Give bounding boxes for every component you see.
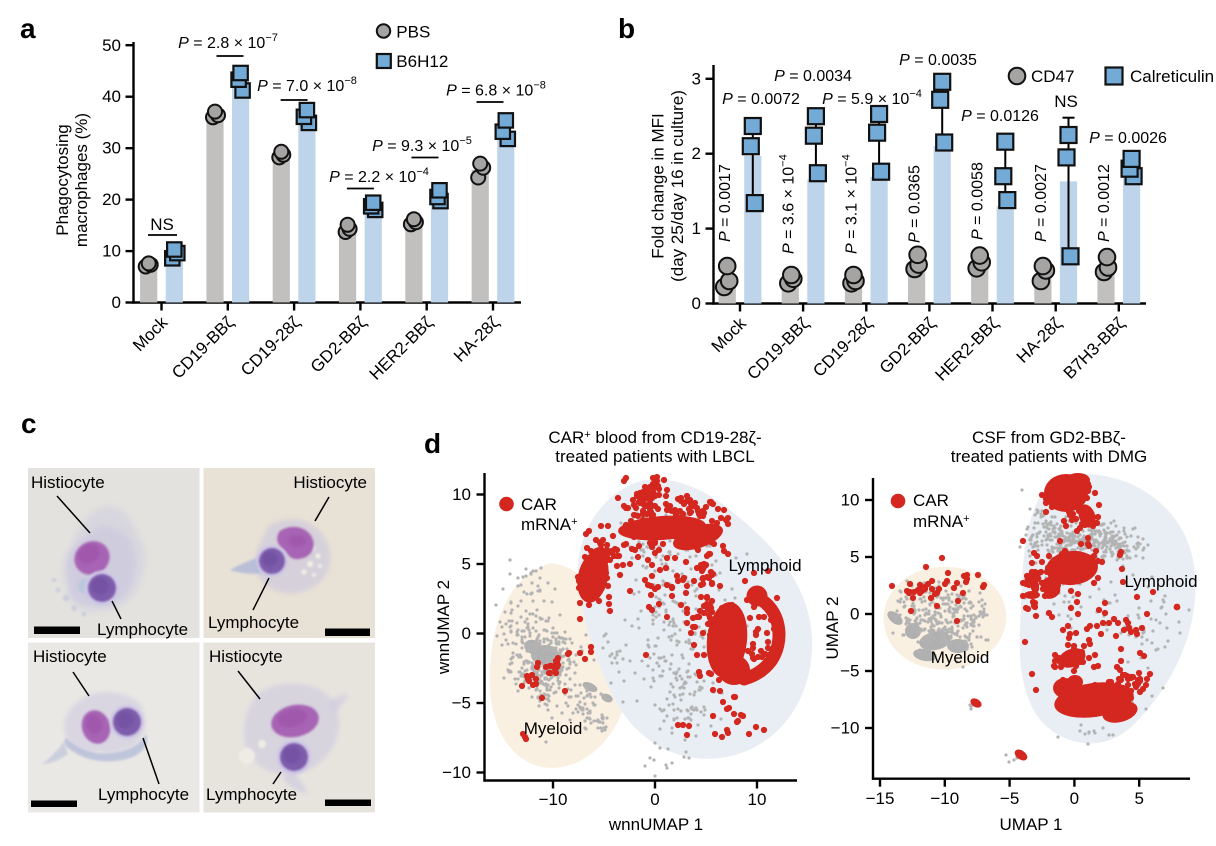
svg-text:d: d [424,428,441,459]
svg-text:10: 10 [102,242,121,261]
svg-text:P = 5.9 × 10−4: P = 5.9 × 10−4 [822,88,922,108]
svg-text:wnnUMAP 1: wnnUMAP 1 [608,815,703,834]
svg-text:−10: −10 [539,790,568,809]
svg-text:−10: −10 [930,789,959,808]
svg-text:macrophages (%): macrophages (%) [72,113,91,247]
svg-text:5: 5 [850,548,859,567]
svg-text:−5: −5 [452,694,471,713]
svg-text:P = 0.0017: P = 0.0017 [717,164,734,242]
svg-text:b: b [618,13,635,44]
svg-text:Histiocyte: Histiocyte [293,473,367,492]
svg-text:(day 25/day 16 in culture): (day 25/day 16 in culture) [668,90,687,282]
svg-text:P = 0.0034: P = 0.0034 [774,68,852,85]
svg-text:Lymphoid: Lymphoid [1124,572,1197,591]
svg-text:mRNA+: mRNA+ [521,515,578,534]
svg-text:−15: −15 [866,789,895,808]
svg-text:P = 3.6 × 10−4: P = 3.6 × 10−4 [777,154,797,254]
svg-text:UMAP 1: UMAP 1 [1000,815,1063,834]
svg-text:Lymphocyte: Lymphocyte [98,785,189,804]
svg-text:0: 0 [850,605,859,624]
svg-text:1: 1 [692,219,701,238]
svg-text:P = 0.0035: P = 0.0035 [899,52,977,69]
svg-text:NS: NS [1054,92,1078,111]
svg-text:P = 0.0012: P = 0.0012 [1096,164,1113,242]
svg-text:UMAP 2: UMAP 2 [823,597,842,660]
svg-text:10: 10 [748,790,767,809]
svg-text:P = 7.0 × 10−8: P = 7.0 × 10−8 [257,75,357,95]
svg-text:CAR+ blood from CD19-28ζ-: CAR+ blood from CD19-28ζ- [548,428,761,447]
svg-text:P = 2.8 × 10−7: P = 2.8 × 10−7 [178,32,278,52]
svg-text:Calreticulin: Calreticulin [1130,67,1214,86]
svg-text:PBS: PBS [396,23,430,42]
svg-text:−5: −5 [1000,789,1019,808]
svg-text:wnnUMAP 2: wnnUMAP 2 [434,580,453,675]
svg-text:CSF from GD2-BBζ-: CSF from GD2-BBζ- [972,428,1126,447]
svg-text:CAR: CAR [913,491,949,510]
svg-text:5: 5 [462,555,471,574]
svg-text:treated patients with LBCL: treated patients with LBCL [555,447,754,466]
svg-text:Phagocytosing: Phagocytosing [53,124,72,236]
svg-text:−5: −5 [840,662,859,681]
svg-text:5: 5 [1134,789,1143,808]
svg-text:Myeloid: Myeloid [524,719,583,738]
svg-text:mRNA+: mRNA+ [913,512,970,531]
svg-text:50: 50 [102,36,121,55]
svg-text:Histiocyte: Histiocyte [31,473,105,492]
svg-text:Lymphocyte: Lymphocyte [208,613,299,632]
svg-text:Lymphocyte: Lymphocyte [97,620,188,639]
svg-text:P = 0.0058: P = 0.0058 [970,162,987,240]
svg-text:Fold change in MFI: Fold change in MFI [649,113,668,259]
svg-text:0: 0 [1070,789,1079,808]
svg-text:treated patients with DMG: treated patients with DMG [951,447,1148,466]
svg-text:0: 0 [112,293,121,312]
svg-text:Histiocyte: Histiocyte [33,647,107,666]
svg-text:10: 10 [841,491,860,510]
svg-text:B6H12: B6H12 [396,52,448,71]
svg-text:P = 0.0027: P = 0.0027 [1033,164,1050,242]
svg-text:CAR: CAR [521,495,557,514]
svg-text:3: 3 [692,69,701,88]
svg-text:a: a [20,13,36,44]
svg-text:−10: −10 [442,763,471,782]
svg-text:10: 10 [452,485,471,504]
svg-text:P = 0.0126: P = 0.0126 [961,108,1039,125]
svg-text:40: 40 [102,87,121,106]
svg-text:20: 20 [102,190,121,209]
svg-text:P = 0.0026: P = 0.0026 [1089,130,1167,147]
svg-text:P = 0.0365: P = 0.0365 [907,165,924,243]
svg-text:0: 0 [462,624,471,643]
svg-text:P = 0.0072: P = 0.0072 [722,91,800,108]
svg-text:P = 3.1 × 10−4: P = 3.1 × 10−4 [841,154,861,254]
svg-text:−10: −10 [831,719,860,738]
svg-text:c: c [21,408,37,439]
svg-text:Lymphocyte: Lymphocyte [206,785,297,804]
svg-text:P = 9.3 × 10−5: P = 9.3 × 10−5 [372,135,472,155]
svg-text:NS: NS [150,215,174,234]
svg-text:P = 6.8 × 10−8: P = 6.8 × 10−8 [446,80,546,100]
svg-text:Myeloid: Myeloid [931,648,990,667]
svg-text:2: 2 [692,144,701,163]
svg-text:0: 0 [650,790,659,809]
svg-text:Histiocyte: Histiocyte [209,647,283,666]
svg-text:CD47: CD47 [1031,67,1074,86]
svg-text:P = 2.2 × 10−4: P = 2.2 × 10−4 [329,166,429,186]
svg-text:0: 0 [692,294,701,313]
svg-text:30: 30 [102,139,121,158]
svg-text:Lymphoid: Lymphoid [728,556,801,575]
